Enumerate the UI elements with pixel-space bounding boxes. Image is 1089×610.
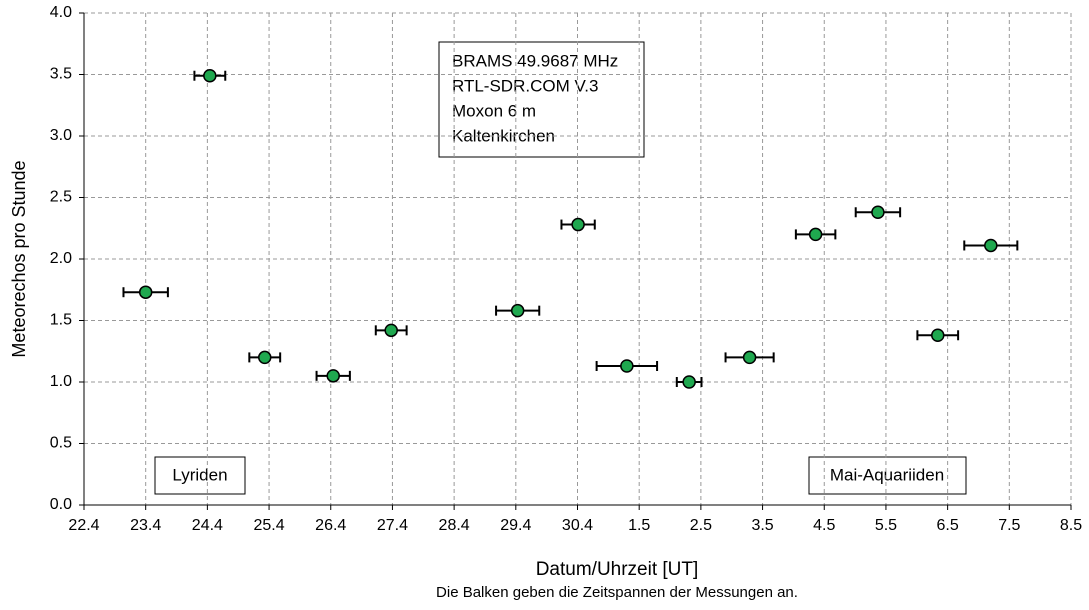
point (984, 238, 998, 253)
annotation-box (808, 456, 967, 495)
point (571, 217, 585, 232)
x-axis-label: Datum/Uhrzeit [UT] (536, 559, 699, 580)
info-box (438, 41, 645, 158)
y-tick-label: 2.5 (50, 189, 72, 206)
annotation-box (154, 456, 246, 495)
y-tick-label: 0.0 (50, 496, 72, 513)
point (742, 350, 757, 365)
note: Die Balken geben die Zeitspannen der Mes… (436, 584, 798, 601)
point (931, 328, 945, 343)
y-tick-label: 2.0 (50, 250, 72, 267)
info-line: Moxon 6 m (452, 101, 536, 120)
x-tick-label: 22.4 (68, 517, 99, 534)
y-tick-label: 4.0 (50, 4, 72, 21)
y-tick-label: 1.5 (50, 312, 72, 329)
point (384, 323, 398, 338)
y-tick-label: 1.0 (50, 373, 72, 390)
x-tick-label: 4.5 (813, 517, 835, 534)
annotation: Mai-Aquariiden (830, 465, 944, 484)
y-tick-label: 0.5 (50, 435, 72, 452)
x-tick-label: 29.4 (500, 517, 531, 534)
point (808, 227, 823, 242)
x-tick-label: 2.5 (690, 517, 712, 534)
point (203, 68, 217, 83)
info-line: Kaltenkirchen (452, 126, 555, 145)
y-axis-label: Meteorechos pro Stunde (9, 160, 29, 357)
x-tick-label: 27.4 (377, 517, 408, 534)
y-tick-label: 3.5 (50, 66, 72, 83)
x-tick-label: 5.5 (875, 517, 897, 534)
annotation: Lyriden (172, 465, 227, 484)
y-tick-label: 3.0 (50, 127, 72, 144)
x-tick-label: 3.5 (751, 517, 773, 534)
x-tick-label: 6.5 (937, 517, 959, 534)
x-tick-label: 7.5 (998, 517, 1020, 534)
x-tick-label: 26.4 (315, 517, 346, 534)
point (510, 303, 525, 318)
x-tick-label: 8.5 (1060, 517, 1082, 534)
x-tick-label: 1.5 (628, 517, 650, 534)
point (257, 350, 272, 365)
x-tick-label: 28.4 (439, 517, 470, 534)
x-tick-label: 25.4 (253, 517, 284, 534)
point (138, 285, 153, 299)
info-line: BRAMS 49.9687 MHz (452, 51, 618, 70)
x-tick-label: 24.4 (192, 517, 223, 534)
x-tick-label: 30.4 (562, 517, 593, 534)
point (326, 369, 340, 383)
x-tick-label: 23.4 (130, 517, 161, 534)
info-line: RTL-SDR.COM V.3 (452, 76, 598, 95)
point (620, 359, 634, 373)
point (871, 205, 885, 220)
point (682, 375, 696, 389)
